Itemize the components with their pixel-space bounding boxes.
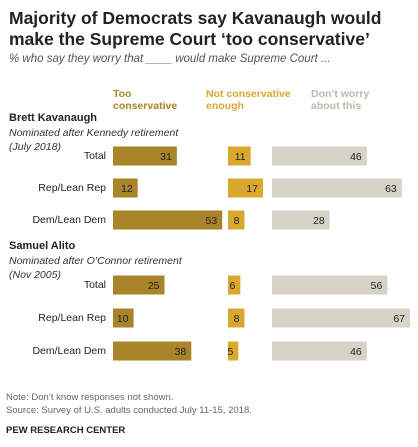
- note-text: Note: Don’t know responses not shown.: [6, 392, 174, 403]
- source-text: Source: Survey of U.S. adults conducted …: [6, 405, 252, 416]
- bar-too-conservative: [113, 178, 138, 198]
- bar-not-conservative-enough: [228, 146, 251, 166]
- bar-value-label: 67: [393, 313, 405, 325]
- bar-dont-worry: [272, 308, 411, 328]
- group-title-alito: Samuel Alito: [9, 240, 76, 252]
- bar-value-label: 11: [235, 151, 246, 163]
- row-label: Rep/Lean Rep: [38, 182, 106, 194]
- column-header-line: conservative: [113, 100, 178, 112]
- bar-dont-worry: [272, 146, 367, 166]
- row-label: Dem/Lean Dem: [32, 214, 106, 226]
- bar-value-label: 8: [234, 313, 240, 325]
- column-header-line: Not conservative: [206, 88, 291, 100]
- column-header-not-conservative-enough: Not conservative enough: [206, 88, 291, 112]
- row-label: Total: [83, 150, 106, 162]
- bar-not-conservative-enough: [228, 210, 245, 230]
- bar-not-conservative-enough: [228, 308, 245, 328]
- bar-value-label: 12: [121, 183, 133, 195]
- group-subtitle-kavanaugh: Nominated after Kennedy retirement (July…: [9, 126, 178, 154]
- bar-value-label: 38: [175, 346, 187, 358]
- group-title-kavanaugh: Brett Kavanaugh: [9, 112, 98, 124]
- chart-subtitle: % who say they worry that ____ would mak…: [9, 53, 331, 65]
- row-label: Rep/Lean Rep: [38, 312, 106, 324]
- bar-value-label: 10: [117, 313, 129, 325]
- bar-not-conservative-enough: [228, 341, 239, 361]
- bar-too-conservative: [113, 210, 223, 230]
- column-header-line: Don’t worry: [311, 88, 370, 100]
- bar-value-label: 46: [350, 151, 362, 163]
- bar-value-label: 53: [205, 215, 217, 227]
- group-subtitle-line: Nominated after Kennedy retirement: [9, 127, 179, 139]
- bar-value-label: 28: [313, 215, 325, 227]
- bar-too-conservative: [113, 341, 192, 361]
- row-label: Dem/Lean Dem: [32, 345, 106, 357]
- bar-value-label: 17: [246, 183, 258, 195]
- footer-brand: PEW RESEARCH CENTER: [6, 425, 126, 436]
- bar-value-label: 8: [234, 215, 240, 227]
- bar-value-label: 6: [230, 280, 236, 292]
- bar-dont-worry: [272, 341, 367, 361]
- bar-dont-worry: [272, 210, 330, 230]
- bar-value-label: 46: [350, 346, 362, 358]
- bar-not-conservative-enough: [228, 178, 264, 198]
- bar-value-label: 5: [227, 346, 233, 358]
- group-subtitle-alito: Nominated after O’Connor retirement (Nov…: [9, 254, 182, 282]
- bar-dont-worry: [272, 178, 402, 198]
- column-header-line: about this: [311, 100, 362, 112]
- bar-value-label: 31: [160, 151, 172, 163]
- bar-not-conservative-enough: [228, 275, 241, 295]
- column-header-line: Too: [113, 88, 132, 100]
- bar-too-conservative: [113, 275, 165, 295]
- column-header-too-conservative: Too conservative: [113, 88, 177, 112]
- bar-value-label: 56: [371, 280, 383, 292]
- bar-too-conservative: [113, 146, 177, 166]
- bar-dont-worry: [272, 275, 388, 295]
- column-header-dont-worry: Don’t worry about this: [311, 88, 369, 112]
- group-subtitle-line: Nominated after O’Connor retirement: [9, 255, 182, 267]
- group-subtitle-line: (July 2018): [9, 141, 61, 153]
- chart-title: Majority of Democrats say Kavanaugh woul…: [9, 8, 382, 49]
- bar-too-conservative: [113, 308, 134, 328]
- group-subtitle-line: (Nov 2005): [9, 269, 61, 281]
- bar-value-label: 63: [385, 183, 397, 195]
- bar-value-label: 25: [148, 280, 160, 292]
- column-header-line: enough: [206, 100, 244, 112]
- row-label: Total: [83, 279, 106, 291]
